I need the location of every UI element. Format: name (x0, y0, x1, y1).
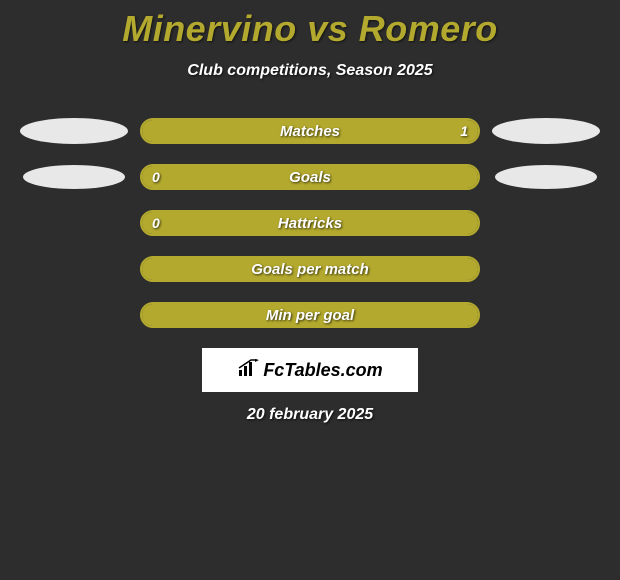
bar-fill (142, 304, 478, 326)
player-indicator-right (495, 165, 597, 189)
stat-value-right: 1 (460, 123, 468, 139)
bar-fill (142, 166, 478, 188)
right-indicator-slot (486, 165, 606, 189)
stat-bar-wrap: Matches1 (140, 118, 480, 144)
stat-row: Min per goal (0, 302, 620, 328)
subtitle: Club competitions, Season 2025 (0, 62, 620, 80)
chart-icon (237, 359, 259, 382)
stat-bar-wrap: Goals per match (140, 256, 480, 282)
bar-fill (142, 212, 478, 234)
stat-row: Hattricks0 (0, 210, 620, 236)
stat-bar: Goals per match (140, 256, 480, 282)
player-indicator-left (20, 118, 128, 144)
date-label: 20 february 2025 (0, 406, 620, 424)
stat-row: Goals per match (0, 256, 620, 282)
bar-fill (142, 120, 478, 142)
stat-value-left: 0 (152, 215, 160, 231)
stat-value-left: 0 (152, 169, 160, 185)
logo-label: FcTables.com (263, 360, 382, 381)
left-indicator-slot (14, 118, 134, 144)
stat-bar: Matches1 (140, 118, 480, 144)
stat-bar-wrap: Min per goal (140, 302, 480, 328)
player-indicator-right (492, 118, 600, 144)
logo-text: FcTables.com (237, 359, 382, 382)
comparison-card: Minervino vs Romero Club competitions, S… (0, 0, 620, 424)
right-indicator-slot (486, 118, 606, 144)
bar-fill (142, 258, 478, 280)
page-title: Minervino vs Romero (0, 8, 620, 50)
stat-row: Goals0 (0, 164, 620, 190)
stat-bar-wrap: Goals0 (140, 164, 480, 190)
stats-list: Matches1 Goals0 Hattricks0 Goals per match M… (0, 118, 620, 328)
brand-logo: FcTables.com (202, 348, 418, 392)
stat-bar: Goals0 (140, 164, 480, 190)
stat-row: Matches1 (0, 118, 620, 144)
stat-bar: Min per goal (140, 302, 480, 328)
stat-bar-wrap: Hattricks0 (140, 210, 480, 236)
player-indicator-left (23, 165, 125, 189)
left-indicator-slot (14, 165, 134, 189)
stat-bar: Hattricks0 (140, 210, 480, 236)
